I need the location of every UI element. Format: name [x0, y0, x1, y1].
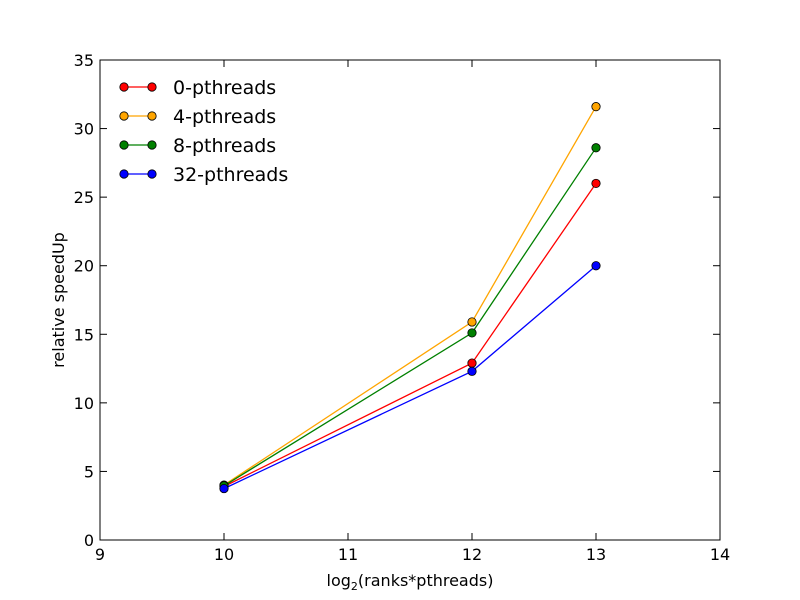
y-tick-label: 20 — [74, 257, 94, 276]
x-axis-label-subscript: 2 — [351, 580, 358, 593]
y-tick-label: 25 — [74, 188, 94, 207]
y-tick-label: 35 — [74, 51, 94, 70]
legend-label: 32-pthreads — [173, 164, 288, 186]
data-point-0-pthreads — [467, 358, 477, 368]
x-tick-label: 13 — [586, 545, 606, 564]
series-line-32-pthreads — [223, 265, 597, 490]
y-tick-label: 10 — [74, 394, 94, 413]
plot-area — [219, 102, 601, 494]
y-tick-label: 5 — [84, 462, 94, 481]
x-axis-label-rest: (ranks*pthreads) — [358, 571, 494, 590]
legend-marker — [147, 140, 157, 150]
data-point-32-pthreads — [219, 483, 229, 494]
legend-marker — [147, 82, 157, 92]
legend-label: 0-pthreads — [173, 77, 276, 99]
x-axis-label-base: log — [327, 571, 351, 590]
data-point-4-pthreads — [591, 102, 601, 112]
series-line-0-pthreads — [223, 183, 597, 488]
legend-marker — [147, 111, 157, 121]
legend-entry-0-pthreads: 0-pthreads — [119, 77, 276, 99]
x-tick-label: 11 — [338, 545, 358, 564]
legend-marker — [147, 169, 157, 179]
legend-label: 4-pthreads — [173, 106, 276, 128]
x-tick-label: 9 — [95, 545, 105, 564]
legend: 0-pthreads 4-pthreads 8-pthreads 32-pthread… — [119, 77, 288, 186]
data-point-32-pthreads — [467, 366, 477, 376]
y-tick-label: 0 — [84, 531, 94, 550]
data-point-0-pthreads — [591, 178, 601, 189]
data-point-8-pthreads — [467, 328, 477, 338]
data-point-4-pthreads — [467, 317, 477, 327]
legend-marker — [119, 169, 129, 179]
x-tick-label: 10 — [214, 545, 234, 564]
legend-label: 8-pthreads — [173, 135, 276, 157]
legend-marker — [119, 82, 129, 92]
legend-entry-4-pthreads: 4-pthreads — [119, 106, 276, 128]
x-axis-label: log2(ranks*pthreads) — [327, 571, 494, 593]
y-tick-label: 30 — [74, 120, 94, 139]
data-point-8-pthreads — [591, 143, 601, 153]
legend-marker — [119, 140, 129, 150]
axis-ticks: 9 10 11 12 13 14 0 5 10 15 20 25 30 35 — [74, 51, 731, 564]
legend-entry-32-pthreads: 32-pthreads — [119, 164, 288, 186]
series-line-8-pthreads — [223, 147, 597, 487]
plot-frame — [99, 59, 721, 541]
x-tick-label: 14 — [710, 545, 730, 564]
legend-entry-8-pthreads: 8-pthreads — [119, 135, 276, 157]
legend-marker — [119, 111, 129, 121]
y-tick-label: 15 — [74, 325, 94, 344]
y-axis-label: relative speedUp — [49, 232, 68, 368]
x-tick-label: 12 — [462, 545, 482, 564]
data-point-32-pthreads — [591, 261, 601, 271]
